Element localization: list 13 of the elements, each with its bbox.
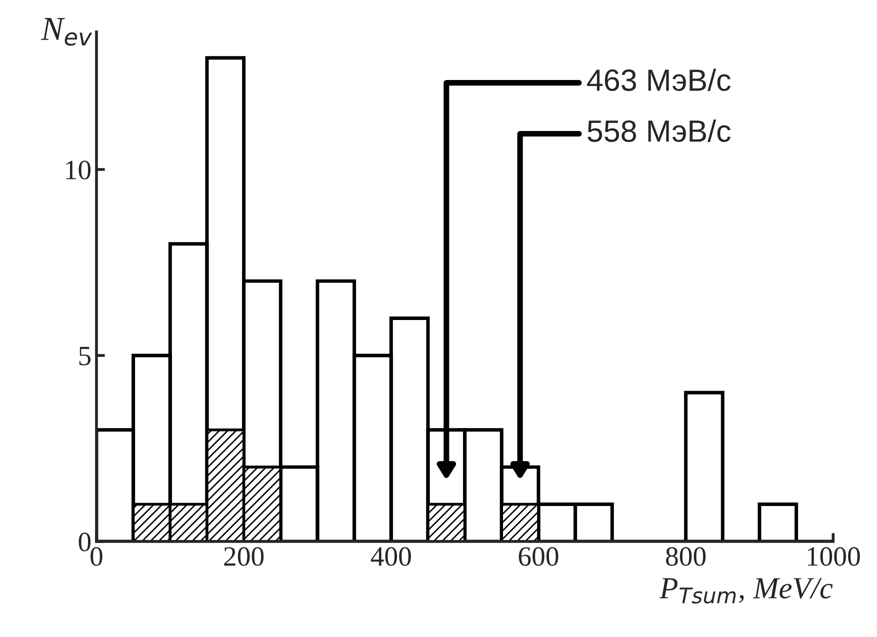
x-axis-title: P$_{Tsum}$, MeV/c [659,578,833,604]
y-tick-label: 10 [66,160,91,180]
y-axis-title: N$_{ev}$ [40,18,92,46]
x-tick-label: 800 [666,547,706,566]
annotation: 558 МэВ/c [588,120,731,142]
annotation: 463 МэВ/c [587,68,731,92]
y-tick-label: 5 [79,346,91,366]
x-tick-label: 0 [90,547,102,566]
y-tick-label: 0 [78,532,91,552]
x-tick-label: 1000 [808,547,860,566]
x-tick-label: 400 [370,547,411,566]
x-tick-label: 200 [224,547,264,566]
x-tick-label: 600 [518,547,558,566]
